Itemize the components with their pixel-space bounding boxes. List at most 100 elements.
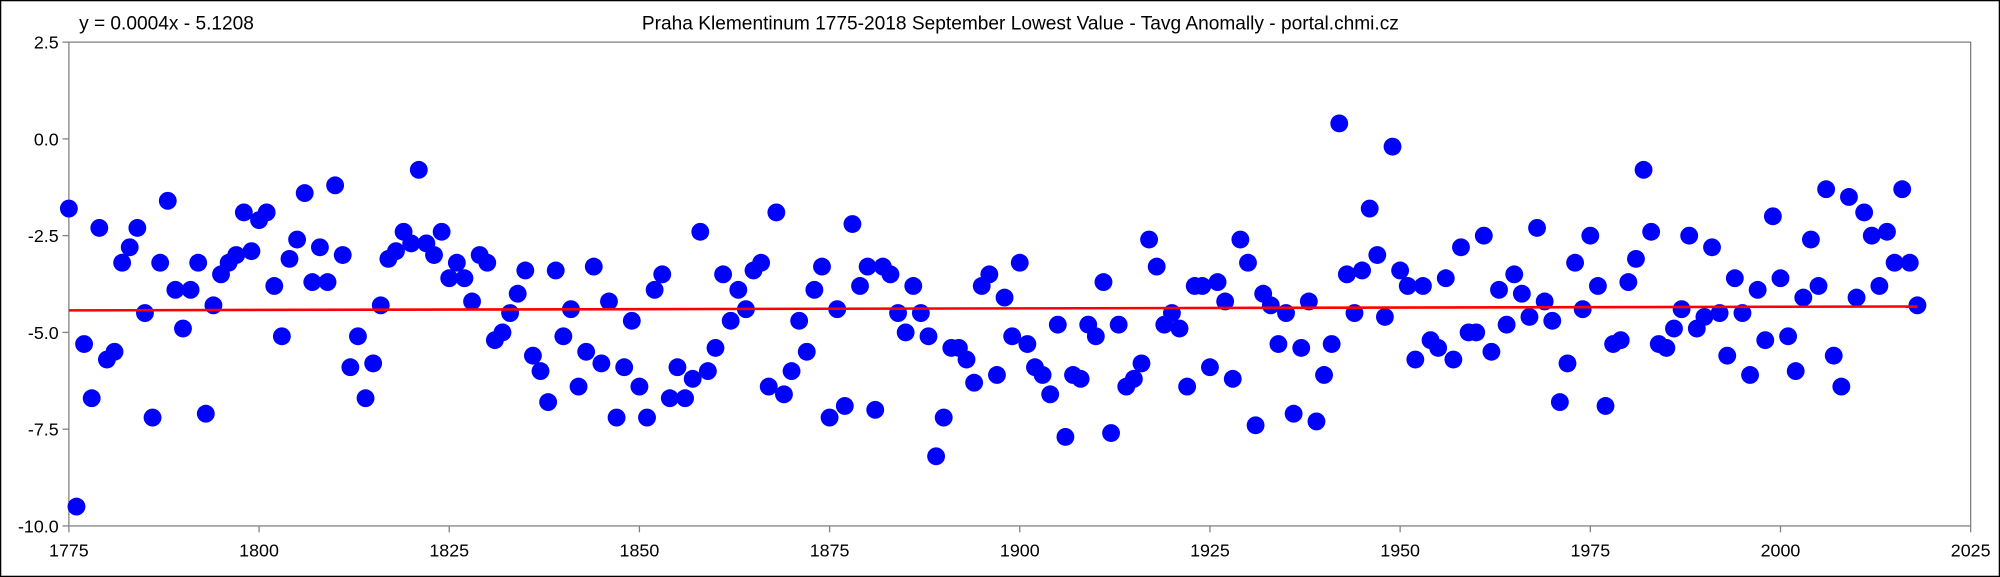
data-point bbox=[851, 277, 869, 295]
data-point bbox=[1018, 335, 1037, 353]
data-point bbox=[1436, 269, 1455, 288]
data-point bbox=[82, 389, 101, 408]
data-point bbox=[554, 327, 573, 346]
data-point bbox=[1771, 269, 1790, 288]
data-point bbox=[1855, 203, 1874, 222]
data-point bbox=[1414, 277, 1432, 295]
data-point bbox=[1391, 261, 1410, 280]
data-point bbox=[1216, 292, 1235, 311]
data-point bbox=[318, 273, 337, 292]
data-point bbox=[1269, 335, 1288, 353]
data-point bbox=[493, 323, 512, 342]
data-point bbox=[1193, 277, 1212, 295]
data-point bbox=[843, 215, 862, 233]
data-point bbox=[272, 327, 291, 346]
data-point bbox=[805, 280, 824, 299]
data-point bbox=[1201, 358, 1219, 377]
data-point bbox=[1535, 292, 1554, 311]
data-point bbox=[1398, 277, 1417, 295]
data-point bbox=[1003, 327, 1022, 346]
data-point bbox=[1505, 265, 1524, 284]
data-point bbox=[1885, 253, 1904, 272]
data-point bbox=[1801, 230, 1820, 249]
data-point bbox=[409, 160, 428, 179]
data-point bbox=[1170, 319, 1189, 338]
data-point bbox=[1634, 160, 1653, 179]
x-tick-label: 1875 bbox=[810, 541, 850, 561]
data-point bbox=[447, 253, 466, 272]
data-point bbox=[508, 284, 527, 303]
data-point bbox=[531, 362, 550, 381]
data-point bbox=[1611, 331, 1630, 350]
data-point bbox=[1779, 327, 1798, 346]
data-point bbox=[1124, 369, 1143, 388]
data-point bbox=[1360, 199, 1379, 218]
data-point bbox=[1840, 188, 1858, 206]
data-point bbox=[1870, 277, 1889, 295]
data-point bbox=[676, 389, 694, 408]
data-point bbox=[752, 253, 771, 272]
data-point bbox=[889, 304, 907, 322]
data-point bbox=[957, 350, 976, 369]
plot-area bbox=[68, 41, 1972, 527]
data-point bbox=[105, 342, 124, 361]
data-point bbox=[539, 393, 558, 412]
data-point bbox=[1528, 218, 1546, 237]
data-point bbox=[310, 238, 329, 257]
data-point bbox=[668, 358, 687, 377]
data-point bbox=[1102, 424, 1120, 442]
y-tick-label: 0.0 bbox=[34, 129, 59, 149]
data-point bbox=[1147, 257, 1166, 276]
data-point bbox=[858, 257, 877, 276]
data-point bbox=[1908, 296, 1927, 315]
data-point bbox=[1315, 366, 1333, 384]
data-point bbox=[1817, 180, 1836, 199]
data-point bbox=[1725, 269, 1744, 288]
data-point bbox=[432, 222, 451, 241]
trendline-group bbox=[68, 305, 1918, 312]
data-point bbox=[440, 269, 459, 288]
data-point bbox=[660, 389, 679, 408]
data-point bbox=[1048, 315, 1067, 334]
data-point bbox=[1497, 315, 1516, 334]
y-tick-label: -2.5 bbox=[28, 226, 59, 246]
x-tick-label: 2025 bbox=[1951, 541, 1991, 561]
x-tick-label: 1950 bbox=[1380, 541, 1420, 561]
data-point bbox=[1239, 253, 1257, 272]
data-point bbox=[1452, 238, 1470, 257]
data-point bbox=[721, 311, 740, 330]
data-point bbox=[1672, 300, 1691, 319]
data-point bbox=[1703, 238, 1721, 257]
x-tick-label: 1850 bbox=[620, 541, 660, 561]
data-point bbox=[371, 296, 390, 315]
data-point bbox=[980, 265, 999, 284]
data-point bbox=[1383, 137, 1402, 156]
data-point bbox=[341, 358, 360, 377]
data-point bbox=[1619, 273, 1638, 292]
data-point bbox=[706, 338, 725, 357]
data-point bbox=[729, 280, 748, 299]
data-point bbox=[1543, 311, 1562, 330]
data-point bbox=[1086, 327, 1105, 346]
data-point bbox=[1794, 288, 1813, 307]
data-point bbox=[455, 269, 474, 288]
data-point bbox=[1809, 277, 1828, 295]
data-point bbox=[1786, 362, 1805, 381]
data-point bbox=[1178, 377, 1197, 396]
data-point bbox=[265, 277, 284, 295]
data-point bbox=[995, 288, 1014, 307]
data-point bbox=[1718, 346, 1737, 365]
y-tick-label: -7.5 bbox=[28, 420, 59, 440]
data-point bbox=[1893, 180, 1912, 199]
data-point bbox=[1322, 335, 1341, 353]
data-point bbox=[120, 238, 139, 257]
data-point bbox=[820, 408, 839, 427]
data-point bbox=[965, 373, 984, 392]
data-point bbox=[1680, 226, 1699, 245]
data-point bbox=[904, 277, 923, 295]
data-point bbox=[364, 354, 383, 373]
data-point bbox=[714, 265, 733, 284]
data-point bbox=[1695, 307, 1714, 326]
data-point bbox=[326, 176, 345, 195]
data-point bbox=[1246, 416, 1265, 435]
